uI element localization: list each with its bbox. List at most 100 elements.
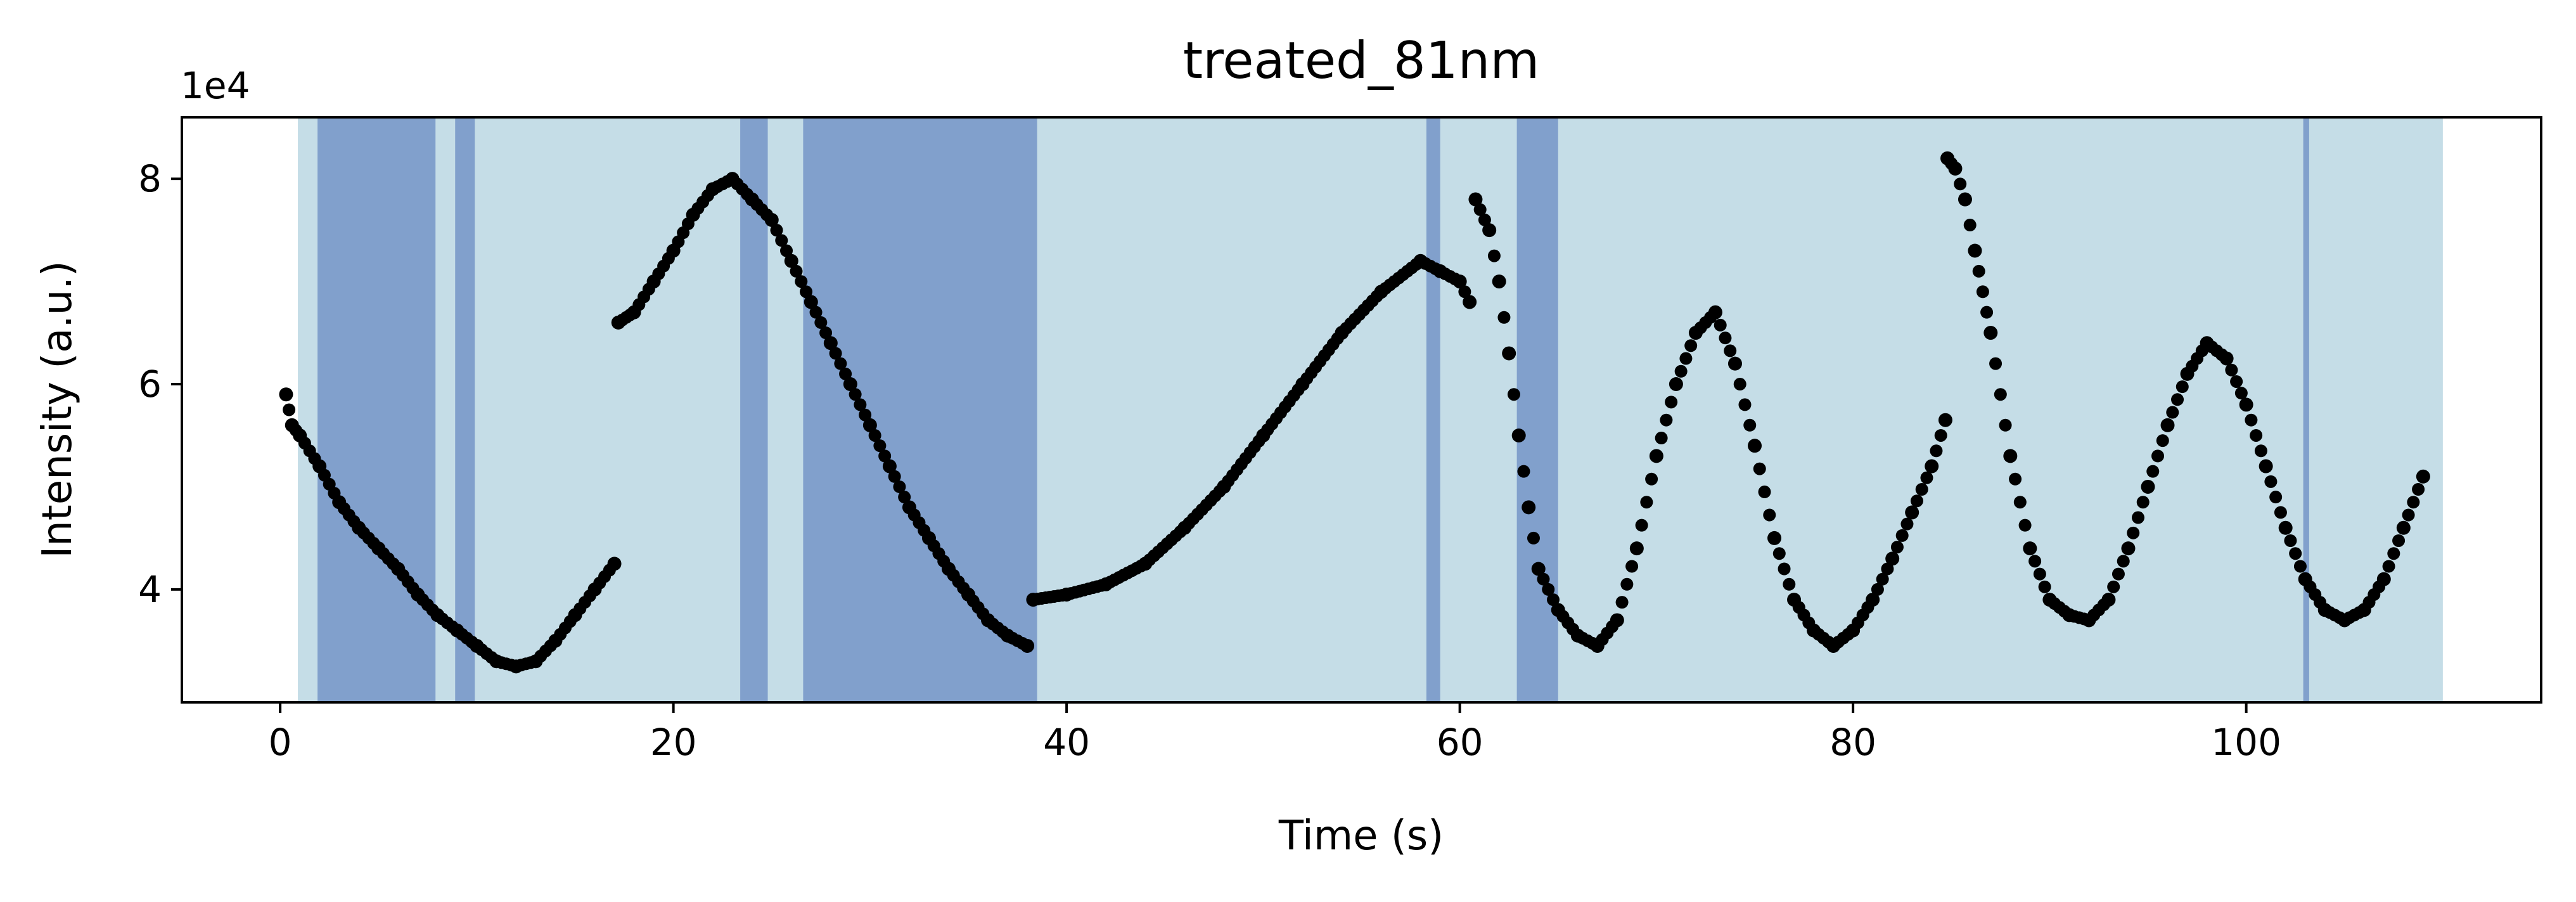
series-segment (1989, 357, 2012, 432)
series-segment (2048, 597, 2071, 618)
dark-band (1516, 117, 1558, 702)
series-segment (1030, 588, 1069, 606)
series-segment (1655, 396, 1678, 445)
data-point (1463, 295, 1477, 309)
data-point (1885, 551, 1900, 566)
series-segment (2362, 580, 2386, 609)
data-point (2278, 520, 2293, 535)
series-segment (416, 593, 439, 617)
series-segment (2087, 598, 2110, 622)
data-point (843, 377, 857, 392)
series-segment (2382, 534, 2406, 573)
data-point (1492, 274, 1506, 289)
data-point (1938, 413, 1952, 427)
data-point (2239, 397, 2253, 412)
series-segment (495, 656, 518, 672)
data-point (2141, 479, 2155, 494)
x-tick-label: 60 (1437, 721, 1483, 764)
data-point (804, 295, 818, 309)
data-point (823, 336, 838, 351)
series-segment (534, 639, 557, 663)
data-point (2416, 469, 2430, 484)
data-point (2160, 418, 2175, 432)
series-segment (1714, 318, 1737, 358)
series-segment (1143, 525, 1187, 567)
y-tick-label: 8 (138, 157, 162, 200)
series-segment (377, 547, 400, 570)
chart-title: treated_81nm (1183, 31, 1540, 90)
series-segment (1945, 157, 1958, 170)
data-point (2396, 520, 2411, 535)
x-tick-label: 20 (650, 721, 697, 764)
light-band (298, 117, 2443, 702)
series-segment (632, 283, 655, 311)
dark-band (803, 117, 1037, 702)
dark-band (2303, 117, 2309, 702)
series-segment (907, 508, 931, 537)
series-segment (1890, 517, 1914, 554)
x-tick-label: 40 (1043, 721, 1090, 764)
data-point (1531, 562, 1546, 576)
series-segment (1439, 267, 1461, 286)
series-segment (2107, 555, 2130, 593)
series-segment (1527, 531, 1540, 544)
data-point (1767, 531, 1782, 545)
series-segment (711, 175, 734, 193)
series-segment (2304, 580, 2326, 609)
series-segment (1615, 560, 1639, 609)
series-segment (2127, 496, 2150, 539)
series-segment (2009, 472, 2032, 532)
series-segment (1556, 610, 1580, 636)
x-axis: 0 20 40 60 80 100 (269, 702, 2281, 764)
x-tick-label: 0 (269, 721, 292, 764)
series-segment (1753, 462, 1776, 522)
series-segment (515, 656, 537, 672)
series-segment (1674, 339, 1698, 378)
series-segment (1497, 311, 1511, 324)
series-segment (1635, 472, 1658, 532)
series-segment (1851, 601, 1874, 629)
series-segment (868, 428, 892, 463)
series-segment (888, 470, 911, 504)
data-point (1925, 459, 1939, 474)
series-segment (337, 502, 361, 528)
series-segment (2225, 363, 2248, 400)
series-segment (1772, 547, 1796, 591)
series-segment (289, 423, 302, 437)
data-points (279, 151, 2430, 674)
data-point (2023, 541, 2037, 556)
series-segment (1954, 177, 1967, 191)
data-point (1669, 377, 1683, 392)
series-segment (672, 217, 695, 248)
data-point (279, 387, 293, 402)
series-segment (1733, 378, 1757, 432)
data-point (1968, 243, 1982, 258)
series-segment (2343, 606, 2366, 624)
data-point (1502, 346, 1516, 361)
series-segment (1576, 631, 1599, 650)
data-point (2003, 449, 2018, 463)
series-segment (1831, 628, 1855, 648)
series-segment (1419, 257, 1442, 275)
series-segment (317, 468, 341, 500)
series-segment (1537, 572, 1560, 607)
series-segment (1222, 434, 1266, 487)
series-segment (849, 388, 872, 422)
dark-band (1426, 117, 1440, 702)
series-segment (966, 595, 990, 621)
series-segment (1473, 203, 1491, 226)
series-segment (357, 526, 380, 550)
series-segment (2323, 606, 2346, 624)
data-point (1649, 449, 1663, 463)
plot-frame (181, 116, 2542, 704)
series-segment (1379, 258, 1423, 295)
series-segment (1300, 332, 1344, 385)
series-segment (1340, 290, 1383, 335)
series-segment (927, 539, 951, 568)
series-segment (809, 306, 833, 340)
x-tick-label: 80 (1829, 721, 1876, 764)
series-segment (298, 437, 321, 465)
y-tick-label: 6 (138, 363, 162, 406)
data-point (1748, 439, 1762, 453)
series-segment (731, 177, 753, 201)
